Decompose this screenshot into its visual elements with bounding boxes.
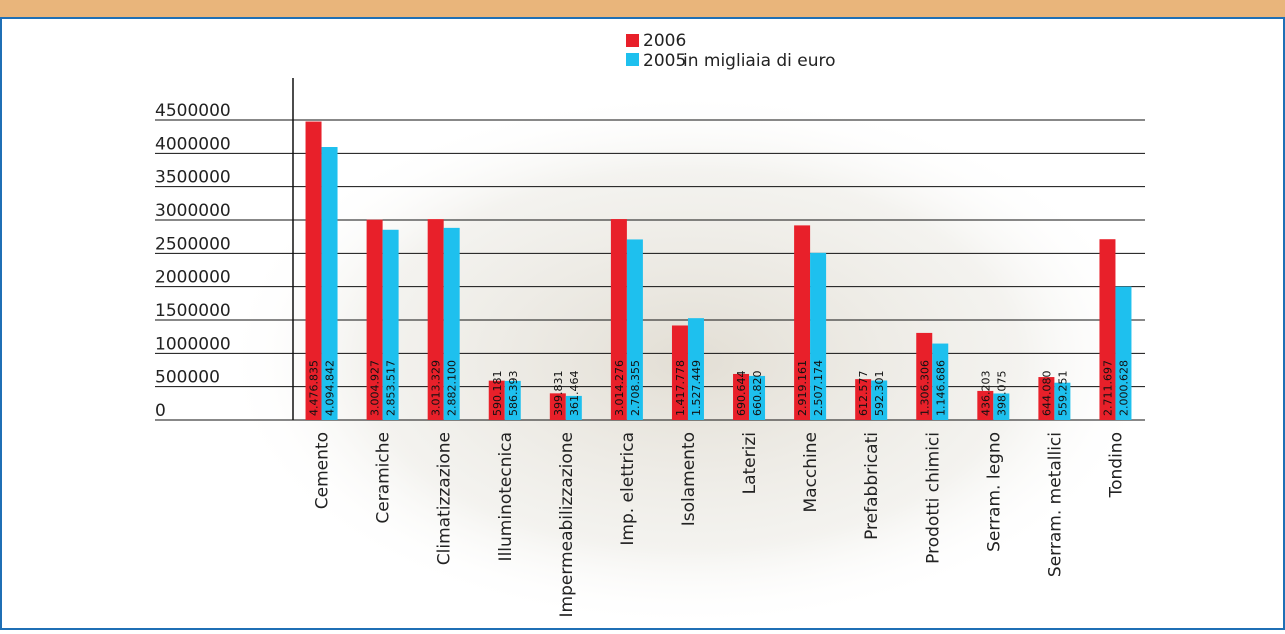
value-label: 361.464 (568, 371, 581, 417)
value-label: 1.306.306 (918, 360, 931, 416)
value-label: 690.644 (735, 371, 748, 417)
value-label: 3.013.329 (430, 360, 443, 416)
x-tick-label: Tondino (1106, 432, 1126, 498)
value-label: 2.711.697 (1101, 360, 1114, 416)
value-label: 1.527.449 (690, 360, 703, 416)
y-tick-label: 4000000 (155, 134, 231, 154)
value-label: 612.577 (857, 371, 870, 417)
x-tick-label: Macchine (801, 432, 821, 513)
value-label: 2.853.517 (385, 360, 398, 416)
value-label: 2.000.628 (1117, 360, 1130, 416)
y-tick-label: 2500000 (155, 234, 231, 254)
value-label: 2.919.161 (796, 360, 809, 416)
value-label: 2.708.355 (629, 360, 642, 416)
value-label: 559.251 (1056, 371, 1069, 417)
value-label: 4.476.835 (308, 360, 321, 416)
x-tick-label: Prodotti chimici (923, 432, 943, 564)
x-tick-label: Ceramiche (374, 432, 394, 524)
legend-label: 2005 (643, 51, 686, 71)
header-band (0, 0, 1285, 18)
y-tick-label: 4500000 (155, 101, 231, 121)
value-label: 592.301 (873, 371, 886, 417)
x-tick-label: Serram. metallici (1045, 432, 1065, 577)
value-label: 399.831 (552, 371, 565, 417)
x-tick-label: Serram. legno (984, 432, 1004, 552)
value-label: 644.080 (1040, 371, 1053, 417)
y-tick-label: 0 (155, 401, 166, 421)
legend-swatch (626, 34, 639, 47)
x-tick-label: Illuminotecnica (496, 432, 516, 561)
value-label: 3.014.276 (613, 360, 626, 416)
x-tick-label: Isolamento (679, 432, 699, 526)
x-tick-label: Imp. elettrica (618, 432, 638, 546)
annotation: in migliaia di euro (683, 51, 836, 71)
x-tick-label: Climatizzazione (435, 432, 455, 565)
y-tick-label: 500000 (155, 368, 220, 388)
value-label: 1.146.686 (934, 360, 947, 416)
legend-swatch (626, 53, 639, 66)
value-label: 2.507.174 (812, 360, 825, 416)
chart: 2006 2005 in migliaia di euro 0 500000 100… (0, 0, 1285, 630)
value-label: 660.820 (751, 371, 764, 417)
x-tick-label: Prefabbricati (862, 432, 882, 540)
value-label: 590.181 (491, 371, 504, 417)
y-tick-label: 3000000 (155, 201, 231, 221)
y-tick-label: 3500000 (155, 168, 231, 188)
value-label: 3.004.927 (369, 360, 382, 416)
x-tick-label: Laterizi (740, 432, 760, 494)
value-label: 586.393 (507, 371, 520, 417)
value-label: 1.417.778 (674, 360, 687, 416)
value-label: 398.075 (995, 371, 1008, 417)
x-tick-label: Impermeabilizzazione (557, 432, 577, 617)
y-tick-label: 1500000 (155, 301, 231, 321)
value-label: 4.094.842 (324, 360, 337, 416)
x-tick-label: Cemento (313, 432, 333, 509)
value-label: 2.882.100 (446, 360, 459, 416)
y-tick-label: 1000000 (155, 334, 231, 354)
y-tick-label: 2000000 (155, 268, 231, 288)
legend-label: 2006 (643, 31, 686, 51)
value-label: 436.203 (979, 371, 992, 417)
